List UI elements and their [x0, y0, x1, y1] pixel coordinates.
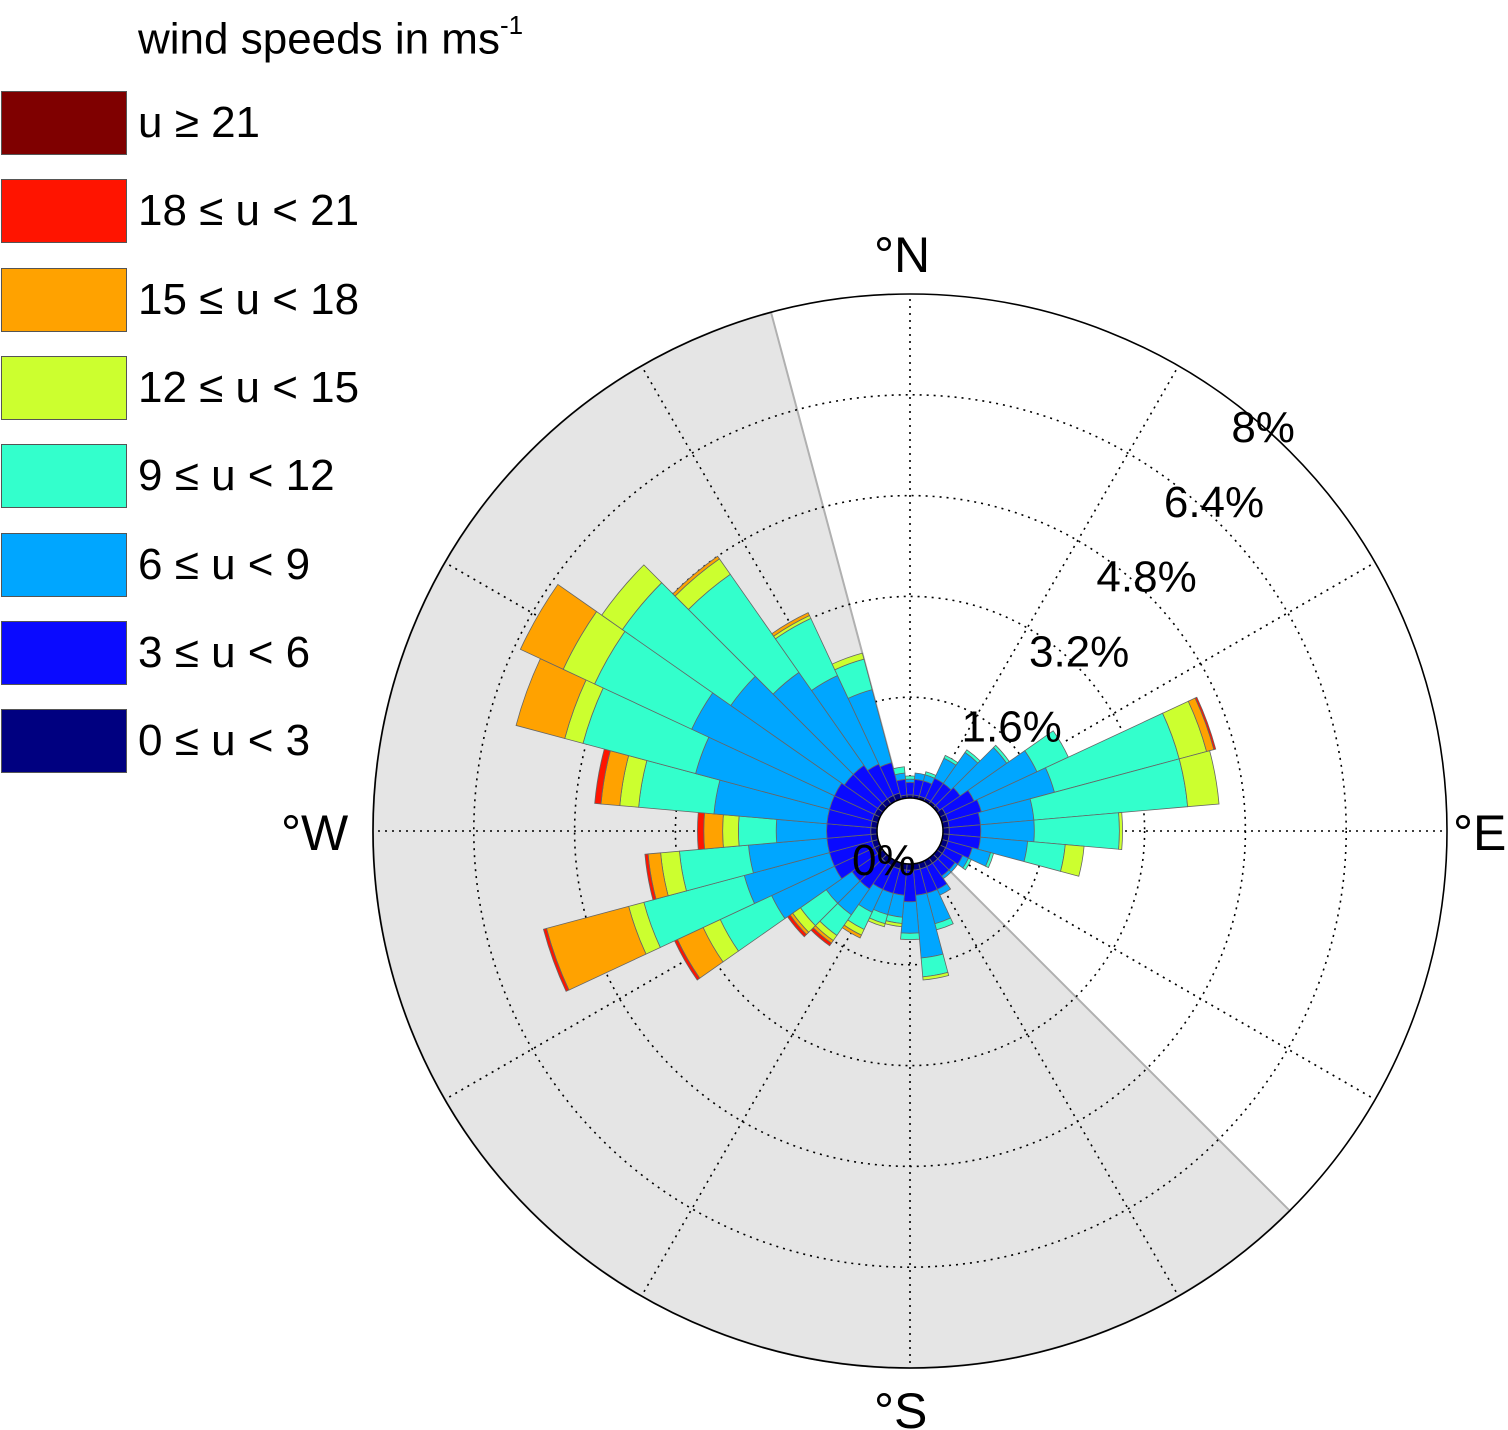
wind-wedge — [962, 857, 972, 871]
wind-wedge — [703, 812, 724, 850]
wind-wedge — [870, 827, 878, 835]
legend-item: 9 ≤ u < 12 — [0, 444, 480, 510]
wind-wedge — [672, 555, 720, 597]
ring-label: 8% — [1231, 403, 1295, 452]
legend-swatch — [1, 267, 127, 332]
legend-label: u ≥ 21 — [138, 98, 261, 147]
grid-spoke — [925, 365, 1180, 803]
legend-item: 18 ≤ u < 21 — [0, 179, 480, 245]
ring-label: 0% — [852, 836, 916, 885]
ring-label: 3.2% — [1029, 628, 1129, 677]
wind-wedge — [900, 932, 920, 941]
wind-wedge — [922, 971, 950, 981]
wind-wedge — [722, 814, 740, 848]
legend-swatch — [1, 444, 127, 509]
wind-wedge — [1118, 812, 1123, 850]
legend-label: 15 ≤ u < 18 — [138, 274, 360, 324]
wind-wedge — [519, 583, 598, 670]
wind-wedge — [905, 778, 915, 783]
wind-wedge — [831, 652, 865, 671]
wind-wedge — [738, 815, 778, 847]
grid-ring — [472, 393, 1348, 1269]
legend-label: 12 ≤ u < 15 — [138, 362, 360, 412]
plot-boundary — [372, 293, 1448, 1369]
legend-item: 12 ≤ u < 15 — [0, 355, 480, 422]
legend-label: 18 ≤ u < 21 — [138, 186, 360, 236]
wind-wedge — [697, 812, 705, 850]
legend-item: 15 ≤ u < 18 — [0, 267, 480, 334]
legend-label: 0 ≤ u < 3 — [138, 716, 311, 766]
cardinal-label: °W — [281, 805, 349, 861]
wind-wedge — [1060, 844, 1085, 877]
legend-title-text: wind speeds in ms — [138, 14, 500, 64]
legend-item: 6 ≤ u < 9 — [0, 532, 480, 599]
legend-swatch — [1, 179, 127, 244]
legend-item: u ≥ 21 — [0, 91, 480, 157]
cardinal-label: °E — [1453, 805, 1506, 861]
legend-label: 9 ≤ u < 12 — [138, 451, 335, 501]
wind-wedge — [892, 766, 906, 776]
wind-wedge — [904, 775, 916, 780]
wind-wedge — [644, 853, 657, 901]
wind-wedge — [985, 852, 995, 869]
ring-label: 4.8% — [1096, 553, 1196, 602]
grid-ring — [674, 595, 1146, 1067]
wind-wedge — [1178, 750, 1220, 808]
cardinal-label: °S — [874, 1383, 927, 1430]
legend-title-superscript: -1 — [499, 10, 524, 40]
wind-wedge — [942, 827, 950, 835]
legend-item: 3 ≤ u < 6 — [0, 620, 480, 687]
legend-swatch — [1, 620, 127, 685]
grid-spoke — [925, 859, 1180, 1297]
wind-wedge — [1194, 696, 1217, 751]
ring-label: 6.4% — [1164, 478, 1264, 527]
legend-swatch — [1, 709, 127, 774]
cardinal-label: °N — [874, 227, 930, 283]
legend-title: wind speeds in ms-1 — [138, 10, 523, 65]
ring-label: 1.6% — [962, 703, 1062, 752]
legend-label: 6 ≤ u < 9 — [138, 539, 311, 589]
grid-spoke — [938, 846, 1376, 1101]
legend-label: 3 ≤ u < 6 — [138, 627, 311, 677]
legend-swatch — [1, 91, 127, 155]
wind-wedge — [601, 564, 663, 631]
legend-item: 0 ≤ u < 3 — [0, 709, 480, 775]
legend-swatch — [1, 532, 127, 597]
center-circle — [876, 797, 944, 865]
legend-swatch — [1, 355, 127, 420]
wind-wedge — [542, 927, 570, 992]
wind-wedge — [771, 612, 811, 637]
